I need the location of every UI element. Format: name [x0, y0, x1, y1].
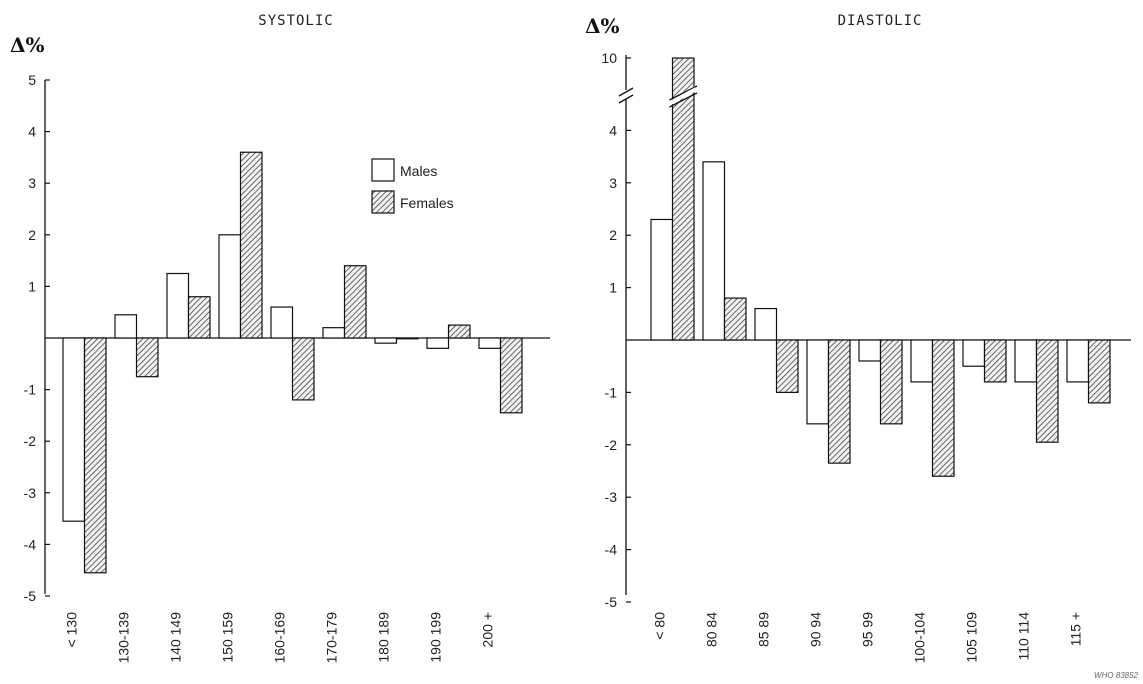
systolic-bar-females: [189, 297, 211, 338]
systolic-bar-males: [219, 235, 241, 338]
systolic-bar-females: [137, 338, 159, 377]
systolic-category-label: 170-179: [324, 612, 340, 664]
diastolic-category-label: 110 114: [1016, 612, 1032, 661]
diastolic-category-label: 90 94: [808, 612, 824, 647]
legend-swatch-males: [372, 159, 394, 181]
diastolic-y-tick-label: 10: [601, 50, 617, 66]
diastolic-y-axis-label: Δ%: [585, 14, 620, 38]
systolic-y-tick-label: -4: [24, 536, 37, 552]
diastolic-bar-males: [859, 340, 881, 361]
diastolic-bar-males: [807, 340, 829, 424]
diastolic-y-tick-label: -5: [605, 594, 618, 610]
systolic-title: SYSTOLIC: [258, 13, 333, 29]
systolic-bar-males: [63, 338, 85, 521]
diastolic-title: DIASTOLIC: [838, 13, 923, 29]
diastolic-category-label: 100-104: [912, 612, 928, 664]
diastolic-y-tick-label: -3: [605, 489, 618, 505]
systolic-category-label: < 130: [64, 612, 80, 648]
diastolic-bar-males: [1015, 340, 1037, 382]
systolic-y-tick-label: 5: [28, 72, 36, 88]
systolic-bar-males: [323, 328, 345, 338]
diastolic-bar-males: [1067, 340, 1089, 382]
diastolic-category-labels: < 80 80 84 85 89 90 94 95 99 100-104 105 109 11…: [652, 612, 1084, 664]
systolic-panel: SYSTOLIC Δ% 5 4 3 2 1 -1 -2 -3 -4 -5 < 130 130-139…: [10, 13, 550, 663]
diastolic-bar-females: [1089, 340, 1111, 403]
legend-swatch-females: [372, 191, 394, 213]
systolic-bars: [63, 152, 522, 573]
systolic-category-label: 190 199: [428, 612, 444, 663]
systolic-bar-females: [397, 338, 419, 339]
legend-label-males: Males: [400, 163, 437, 179]
systolic-bar-males: [167, 274, 189, 339]
systolic-y-tick-label: -2: [24, 433, 37, 449]
systolic-y-axis-label: Δ%: [10, 33, 45, 57]
diastolic-bar-females: [985, 340, 1007, 382]
systolic-y-tick-label: -3: [24, 485, 37, 501]
diastolic-bars: [651, 58, 1110, 476]
systolic-bar-females: [85, 338, 107, 573]
diastolic-y-tick-label: 2: [609, 227, 617, 243]
legend-label-females: Females: [400, 195, 454, 211]
diastolic-bar-females: [777, 340, 799, 392]
diastolic-y-tick-label: 4: [609, 122, 617, 138]
diastolic-y-tick-label: 1: [609, 280, 617, 296]
systolic-bar-males: [375, 338, 397, 343]
legend: Males Females: [372, 159, 454, 213]
systolic-bar-females: [241, 152, 263, 338]
systolic-bar-females: [501, 338, 523, 413]
systolic-category-label: 130-139: [116, 612, 132, 664]
systolic-bar-females: [345, 266, 367, 338]
systolic-y-tick-label: 1: [28, 278, 36, 294]
systolic-bar-females: [449, 325, 471, 338]
systolic-y-tick-label: 2: [28, 227, 36, 243]
systolic-bar-males: [479, 338, 501, 348]
diastolic-bar-females: [829, 340, 851, 463]
diastolic-bar-females: [933, 340, 955, 476]
diastolic-panel: DIASTOLIC Δ% 10 4 3 2 1 -1 -2 -3 -4 -5 < 80 80 84 8…: [585, 13, 1131, 663]
diastolic-bar-males: [963, 340, 985, 366]
diastolic-y-tick-label: -1: [605, 384, 618, 400]
diastolic-bar-males: [703, 162, 725, 340]
diastolic-y-tick-label: -4: [605, 542, 618, 558]
systolic-category-label: 180 189: [376, 612, 392, 663]
diastolic-category-label: 80 84: [704, 612, 720, 647]
diastolic-category-label: 85 89: [756, 612, 772, 647]
systolic-bar-males: [271, 307, 293, 338]
systolic-y-tick-label: -1: [24, 382, 37, 398]
systolic-category-label: 160-169: [272, 612, 288, 664]
systolic-y-tick-label: -5: [24, 588, 37, 604]
diastolic-bar-males: [911, 340, 933, 382]
systolic-bar-females: [293, 338, 315, 400]
diastolic-bar-females: [1037, 340, 1059, 442]
diastolic-bar-females: [881, 340, 903, 424]
systolic-bar-males: [115, 315, 137, 338]
systolic-bar-males: [427, 338, 449, 348]
diastolic-category-label: 115 +: [1068, 612, 1084, 646]
diastolic-y-tick-label: -2: [605, 437, 618, 453]
diastolic-bar-males: [651, 219, 673, 340]
diastolic-bar-males: [755, 309, 777, 340]
systolic-category-label: 140 149: [168, 612, 184, 663]
diastolic-category-label: 95 99: [860, 612, 876, 647]
diastolic-bar-females: [725, 298, 747, 340]
systolic-category-label: 150 159: [220, 612, 236, 663]
systolic-y-tick-label: 3: [28, 175, 36, 191]
systolic-category-labels: < 130 130-139 140 149 150 159 160-169 170-179…: [64, 612, 496, 664]
figure-code: WHO 83852: [1094, 671, 1139, 680]
diastolic-y-tick-label: 3: [609, 175, 617, 191]
diastolic-category-label: < 80: [652, 612, 668, 640]
diastolic-category-label: 105 109: [964, 612, 980, 663]
systolic-category-label: 200 +: [480, 612, 496, 647]
systolic-y-tick-label: 4: [28, 124, 36, 140]
